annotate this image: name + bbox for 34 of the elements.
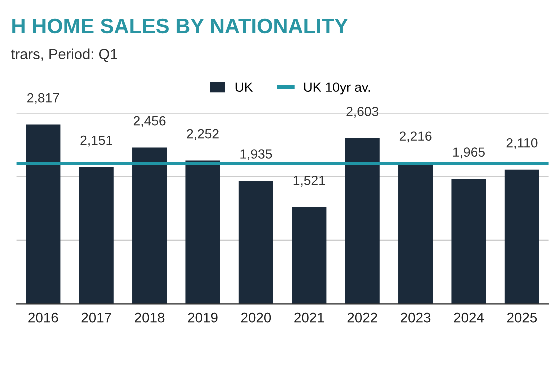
bar [26,124,61,304]
x-tick-label: 2017 [82,312,112,323]
data-label: 2,817 [28,93,60,104]
legend-label: UK 10yr av. [304,82,370,95]
data-label: 1,521 [294,176,326,187]
data-label: 2,110 [506,138,538,150]
data-label: 2,456 [134,116,166,128]
data-label: 2,216 [400,132,432,143]
legend-label: UK [236,82,254,92]
chart-subtitle: trars, Period: Q1 [11,48,118,62]
bar [292,207,327,304]
x-tick-label: 2016 [28,312,58,323]
x-tick-label: 2020 [241,312,272,323]
x-tick-label: 2023 [401,312,431,323]
bar [452,179,486,304]
bar [398,163,434,304]
data-label: 2,252 [187,129,219,140]
data-label: 2,151 [80,136,112,147]
bar [79,167,114,304]
data-label: 2,603 [346,107,379,118]
bar [345,138,380,304]
data-label: 1,935 [240,150,272,160]
data-label: 1,965 [454,148,485,159]
x-tick-label: 2019 [188,312,218,323]
x-tick-label: 2024 [454,312,484,323]
x-tick-label: 2022 [348,312,378,323]
bar [186,160,220,304]
x-tick-label: 2021 [294,312,324,323]
x-tick-label: 2018 [135,312,165,323]
x-tick-label: 2025 [507,312,538,323]
chart-title: H HOME SALES BY NATIONALITY [12,18,348,34]
bar [504,170,540,304]
bar [238,180,274,304]
bar [132,148,168,304]
